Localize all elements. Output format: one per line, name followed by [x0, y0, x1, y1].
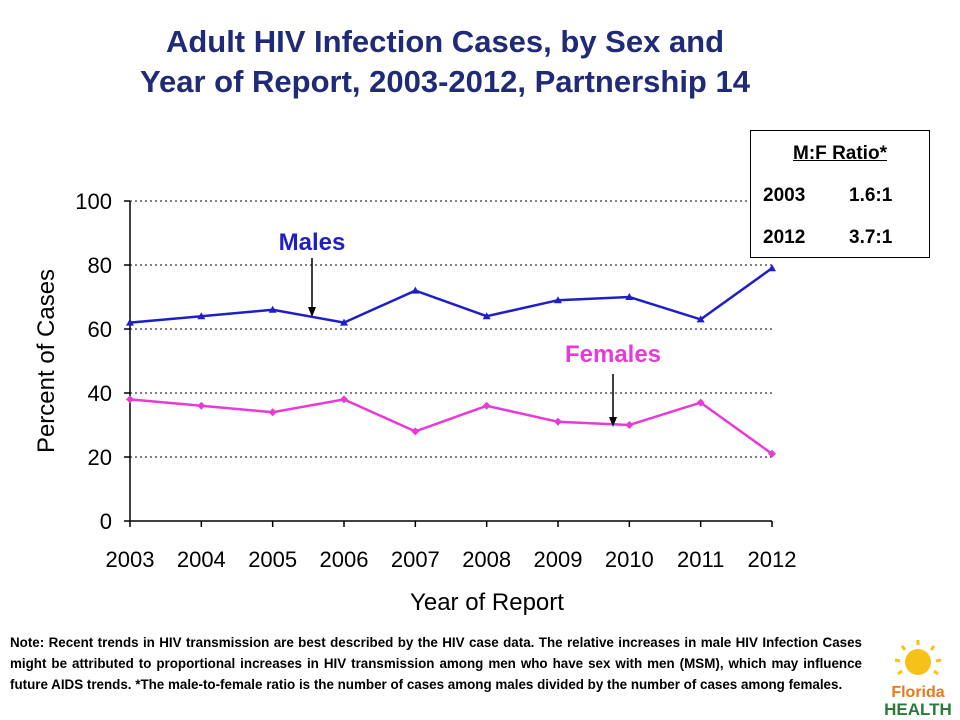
data-point-females [197, 401, 206, 410]
x-tick-label: 2008 [462, 547, 511, 572]
x-tick-label: 2012 [748, 547, 797, 572]
x-tick-label: 2006 [320, 547, 369, 572]
chart-title-line-1: Adult HIV Infection Cases, by Sex and [165, 24, 725, 59]
data-point-males [411, 286, 420, 294]
x-tick-label: 2004 [177, 547, 226, 572]
series-line-males [129, 267, 773, 324]
y-tick-label: 80 [88, 253, 112, 278]
data-point-females [482, 401, 491, 410]
x-tick-label: 2007 [391, 547, 440, 572]
annotation-arrowhead-males [308, 307, 316, 317]
mf-ratio-table: M:F Ratio* 2003 1.6:1 2012 3.7:1 [750, 130, 930, 258]
x-tick-label: 2005 [248, 547, 297, 572]
x-tick-label: 2011 [677, 547, 724, 572]
data-point-females [126, 395, 134, 404]
chart-title-line-2: Year of Report, 2003-2012, Partnership 1… [140, 64, 750, 99]
sun-icon [894, 640, 942, 676]
data-point-males [268, 305, 277, 313]
data-point-females [625, 421, 634, 429]
chart-title: Adult HIV Infection Cases, by Sex and Ye… [0, 22, 890, 102]
y-tick-label: 100 [75, 189, 112, 214]
mf-ratio-year: 2012 [763, 227, 806, 248]
y-tick-label: 60 [88, 317, 112, 342]
logo-text-health: HEALTH [884, 700, 952, 718]
x-tick-label: 2003 [106, 547, 155, 572]
y-tick-label: 0 [100, 509, 112, 534]
x-tick-label: 2009 [534, 547, 583, 572]
data-point-females [554, 417, 562, 426]
y-tick-label: 40 [88, 381, 112, 406]
y-tick-label: 20 [88, 445, 112, 470]
mf-ratio-value: 3.7:1 [849, 227, 893, 248]
data-point-males [340, 318, 348, 326]
data-point-females [768, 449, 776, 458]
annotation-label-females: Females [565, 341, 661, 368]
annotation-label-males: Males [279, 229, 346, 256]
data-point-females [340, 395, 348, 404]
series-line-females [129, 398, 773, 455]
data-point-males [625, 293, 634, 300]
data-point-males [197, 312, 206, 320]
data-point-males [126, 318, 134, 326]
y-axis-label: Percent of Cases [33, 269, 60, 453]
footnote: Note: Recent trends in HIV transmission … [10, 635, 862, 692]
x-tick-label: 2010 [605, 547, 654, 572]
x-axis-label: Year of Report [410, 589, 564, 616]
data-point-males [482, 312, 491, 320]
mf-ratio-value: 1.6:1 [849, 185, 893, 206]
data-point-females [411, 427, 420, 436]
annotation-arrowhead-females [609, 417, 617, 427]
data-point-males [696, 315, 705, 323]
data-point-females [268, 408, 277, 417]
logo-text-florida: Florida [891, 684, 944, 701]
data-point-males [768, 264, 776, 272]
florida-health-logo: Florida HEALTH [884, 640, 952, 718]
data-point-males [554, 296, 562, 304]
mf-ratio-year: 2003 [763, 185, 806, 206]
data-point-females [696, 398, 705, 407]
mf-ratio-header: M:F Ratio* [793, 143, 887, 164]
